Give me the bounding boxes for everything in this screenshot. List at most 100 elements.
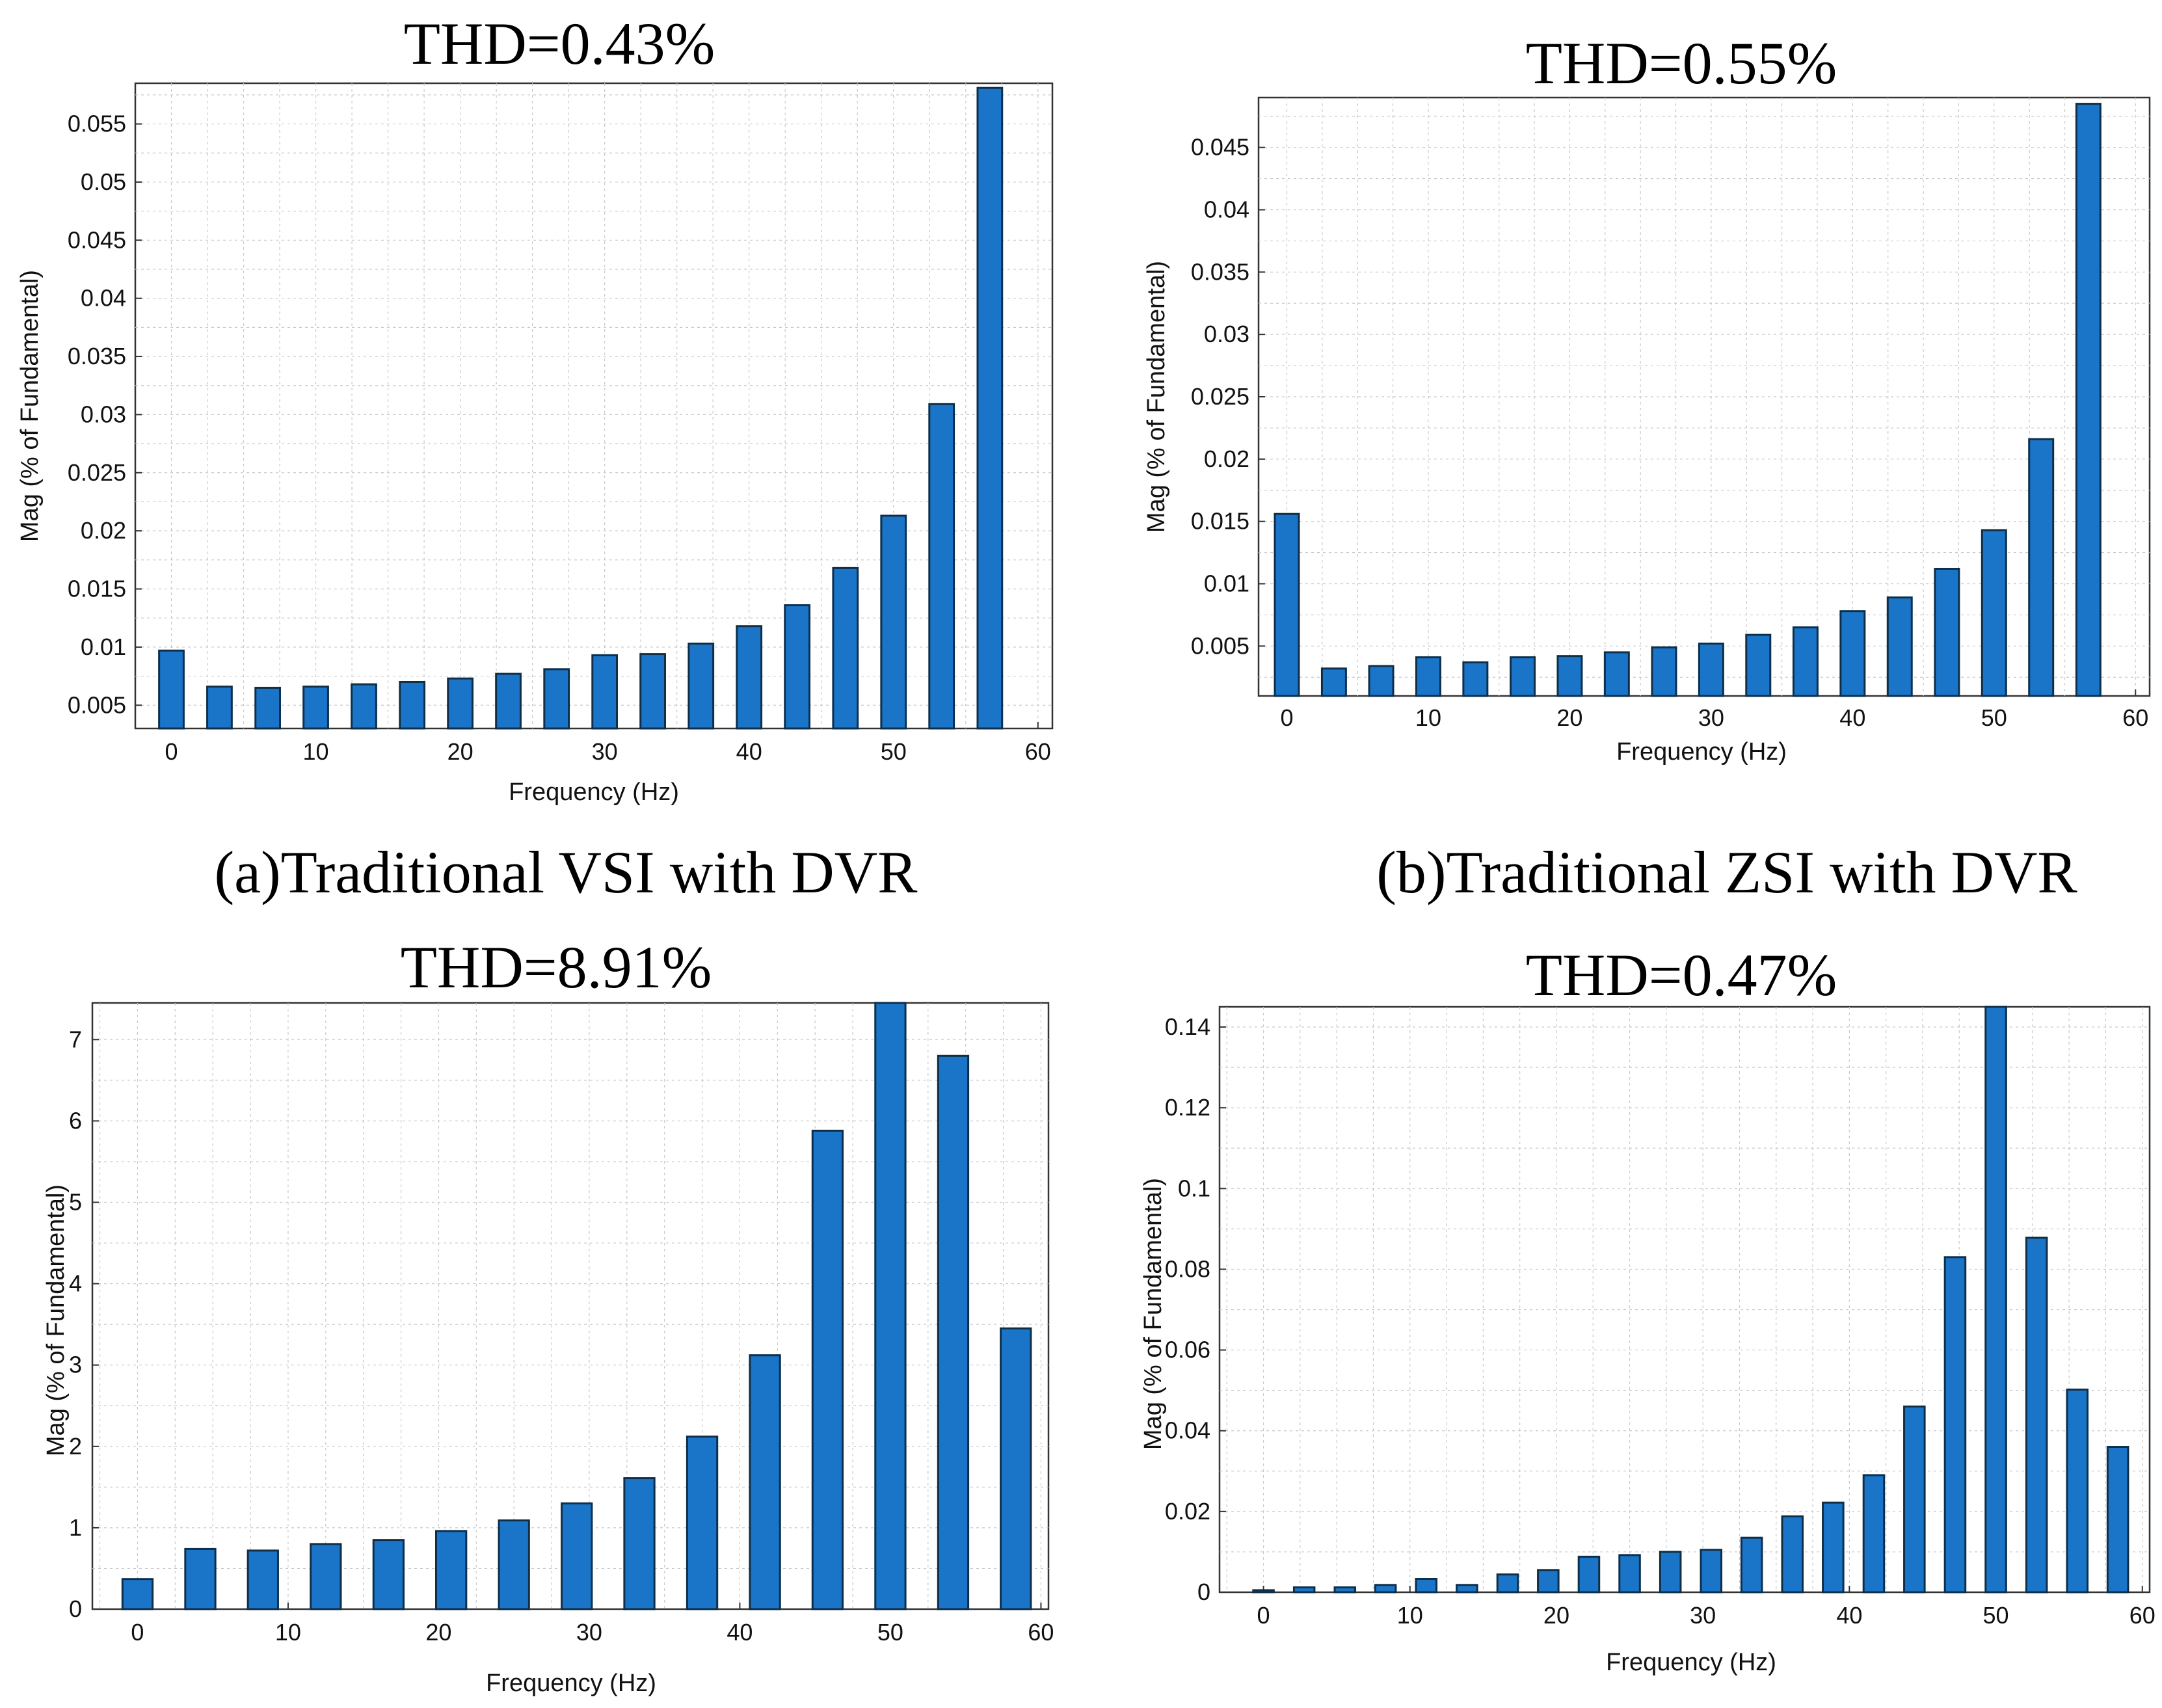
panel-d-xlabel: Frequency (Hz): [1606, 1649, 1776, 1676]
panel-b-xtick-label: 20: [1556, 704, 1582, 731]
panel-a-ytick-label: 0.01: [81, 634, 126, 660]
panel-d-xtick-label: 60: [2129, 1602, 2155, 1629]
panel-d-bar: [1618, 1554, 1641, 1594]
panel-b-bar: [1792, 626, 1819, 697]
panel-a-xtick-label: 60: [1025, 738, 1051, 765]
panel-a-bar: [495, 673, 522, 730]
panel-b-bar: [1839, 610, 1866, 697]
panel-d-bar: [1456, 1584, 1478, 1594]
panel-c-xtick-label: 40: [727, 1619, 753, 1646]
panel-a-bar: [302, 686, 329, 730]
panel-a-ytick-label: 0.015: [68, 576, 126, 602]
panel-d-bar: [1943, 1256, 1967, 1594]
panel-b-xtick-label: 50: [1981, 704, 2007, 731]
panel-c-ytick-label: 3: [69, 1352, 82, 1378]
panel-c-bar: [749, 1354, 781, 1610]
panel-b-ylabel: Mag (% of Fundamental): [1143, 261, 1170, 533]
panel-b-bar: [1651, 646, 1677, 697]
panel-c-xtick-label: 10: [275, 1619, 301, 1646]
panel-a-bar: [543, 668, 570, 730]
panel-d-bar: [1415, 1578, 1438, 1594]
panel-a-bar: [976, 87, 1004, 730]
panel-b-ytick-label: 0.015: [1191, 508, 1249, 535]
panel-b-title: THD=0.55%: [1526, 30, 1837, 96]
panel-a-bar: [591, 654, 619, 730]
panel-d-bar: [1781, 1515, 1804, 1594]
panel-d-bar: [1659, 1551, 1682, 1594]
panel-c-xtick-label: 50: [877, 1619, 903, 1646]
panel-a-bar: [784, 604, 811, 730]
panel-b-xtick-label: 60: [2122, 704, 2148, 731]
panel-d-xtick-label: 40: [1836, 1602, 1862, 1629]
panel-d-ytick-label: 0.12: [1165, 1094, 1210, 1121]
panel-b-ytick-label: 0.02: [1204, 446, 1249, 472]
panel-d-ytick-label: 0.02: [1165, 1498, 1210, 1525]
panel-a-ytick-label: 0.035: [68, 343, 126, 369]
panel-a-ticks: 0 10 20 30 40 50 60 0.005 0.01 0.015 0.02 0.025 0.03…: [68, 111, 1051, 765]
panel-a-plot-area: [134, 82, 1054, 730]
panel-a-bars: [158, 87, 1004, 730]
panel-c-ytick-label: 2: [69, 1433, 82, 1460]
panel-c-ytick-label: 5: [69, 1188, 82, 1215]
panel-b-bar: [2028, 438, 2055, 697]
panel-b-ytick-label: 0.045: [1191, 134, 1249, 161]
panel-b-xlabel: Frequency (Hz): [1616, 738, 1787, 766]
panel-b-xtick-label: 10: [1415, 704, 1441, 731]
panel-d-bar: [1292, 1586, 1316, 1594]
panel-a-ytick-label: 0.005: [68, 691, 126, 718]
panel-d-bar: [2025, 1236, 2048, 1594]
panel-c-ytick-label: 0: [69, 1595, 82, 1622]
panel-a-ytick-label: 0.02: [81, 517, 126, 544]
panel-b-xtick-label: 30: [1698, 704, 1724, 731]
panel-b-bar: [2075, 103, 2102, 697]
panel-a-bar: [158, 649, 185, 730]
panel-b-xtick-label: 40: [1839, 704, 1865, 731]
panel-a-bar: [639, 653, 666, 730]
panel-c-bar: [1000, 1327, 1032, 1610]
panel-c-bar: [811, 1129, 844, 1610]
panel-a-bar: [447, 677, 474, 730]
panel-b-caption: (b)Traditional ZSI with DVR: [1376, 839, 2077, 905]
panel-c-ytick-label: 6: [69, 1107, 82, 1134]
panel-b-ytick-label: 0.025: [1191, 383, 1249, 410]
panel-c-bar: [372, 1539, 405, 1610]
panel-a-xtick-label: 10: [303, 738, 329, 765]
panel-d-bars: [1252, 1006, 2129, 1594]
panel-d-bar: [1537, 1569, 1560, 1594]
panel-c-bar: [937, 1054, 970, 1610]
panel-c-bar: [247, 1549, 279, 1610]
panel-c-xtick-label: 30: [576, 1619, 602, 1646]
panel-a-ytick-label: 0.055: [68, 111, 126, 137]
panel-d-ticks: 0 10 20 30 40 50 60 0 0.02 0.04 0.06 0.08 0.1 0.12 0.1…: [1165, 1013, 2155, 1629]
panel-d-bar: [1700, 1549, 1723, 1594]
panel-b-bars: [1274, 103, 2102, 697]
panel-b-ytick-label: 0.005: [1191, 632, 1249, 659]
panel-c-bars: [121, 1002, 1032, 1610]
panel-a-xlabel: Frequency (Hz): [509, 779, 679, 806]
panel-b-bar: [1274, 513, 1300, 697]
panel-a-xtick-label: 0: [165, 738, 178, 765]
panel-d-ylabel: Mag (% of Fundamental): [1140, 1178, 1167, 1450]
panel-a-bar: [351, 683, 377, 730]
panel-d-bar: [1903, 1405, 1926, 1594]
panel-b-ytick-label: 0.04: [1204, 196, 1249, 223]
panel-c-bar: [121, 1578, 154, 1610]
panel-a-ytick-label: 0.025: [68, 459, 126, 486]
panel-a-grid: [135, 83, 1052, 728]
panel-b-bar: [1320, 667, 1347, 697]
panel-c-bar: [498, 1519, 530, 1610]
panel-b-ytick-label: 0.035: [1191, 258, 1249, 285]
panel-d-ytick-label: 0: [1197, 1579, 1210, 1605]
panel-b-bar: [1698, 643, 1724, 697]
panel-d-bar: [1374, 1584, 1397, 1594]
panel-b-bar: [1556, 655, 1583, 697]
panel-b-xtick-label: 0: [1280, 704, 1293, 731]
panel-b-ytick-label: 0.01: [1204, 570, 1249, 597]
panel-d-xtick-label: 50: [1983, 1602, 2009, 1629]
panel-c-xtick-label: 20: [425, 1619, 451, 1646]
panel-c-bar: [310, 1543, 342, 1610]
panel-a-xtick-label: 20: [447, 738, 474, 765]
panel-c-xlabel: Frequency (Hz): [486, 1670, 656, 1697]
panel-d-ytick-label: 0.14: [1165, 1013, 1210, 1040]
